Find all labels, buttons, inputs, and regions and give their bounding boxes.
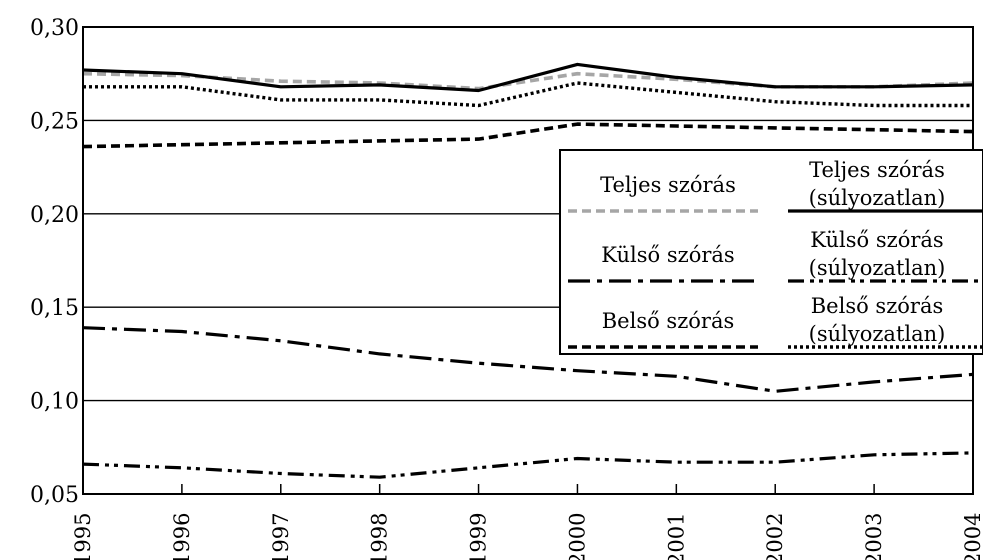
x-tick-label: 1999 [467, 513, 491, 560]
series-line-4 [82, 122, 974, 149]
legend-label: (súlyozatlan) [809, 322, 946, 346]
x-tick-label: 1995 [71, 513, 95, 560]
x-tick-label: 1998 [368, 513, 392, 560]
x-tick-label: 2000 [565, 513, 589, 560]
series-line-5 [83, 81, 973, 108]
x-tick-label: 2001 [664, 513, 688, 560]
y-tick-label: 0,25 [30, 109, 79, 134]
legend: Teljes szórás Külső szórás Belső szórás Tel… [559, 149, 983, 355]
y-tick-label: 0,30 [30, 16, 79, 41]
legend-label: (súlyozatlan) [809, 256, 946, 280]
x-tick-label: 2003 [862, 513, 886, 560]
legend-label: Teljes szórás [809, 158, 945, 182]
y-tick-label: 0,15 [30, 296, 79, 321]
series-line-2 [82, 326, 974, 393]
x-tick-label: 2002 [763, 513, 787, 560]
y-tick-label: 0,20 [30, 203, 79, 228]
y-axis-ticks: 0,30 0,25 0,20 0,15 0,10 0,05 [30, 16, 79, 508]
legend-label: Teljes szórás [600, 173, 736, 197]
x-axis-ticks: 1995 1996 1997 1998 1999 2000 2001 2002 2003 2004 [71, 484, 983, 560]
x-tick-label: 1996 [170, 513, 194, 560]
legend-label: Belső szórás [811, 294, 944, 318]
legend-box [559, 149, 983, 355]
legend-label: (súlyozatlan) [809, 186, 946, 210]
series-line-1 [82, 62, 974, 93]
series-lines [82, 62, 974, 479]
x-tick-label: 2004 [961, 513, 983, 560]
legend-label: Külső szórás [810, 228, 943, 252]
legend-label: Belső szórás [602, 309, 735, 333]
y-tick-label: 0,05 [30, 483, 79, 508]
series-line-3 [82, 451, 974, 479]
legend-label: Külső szórás [601, 243, 734, 267]
x-tick-label: 1997 [269, 513, 293, 560]
y-tick-label: 0,10 [30, 390, 79, 415]
